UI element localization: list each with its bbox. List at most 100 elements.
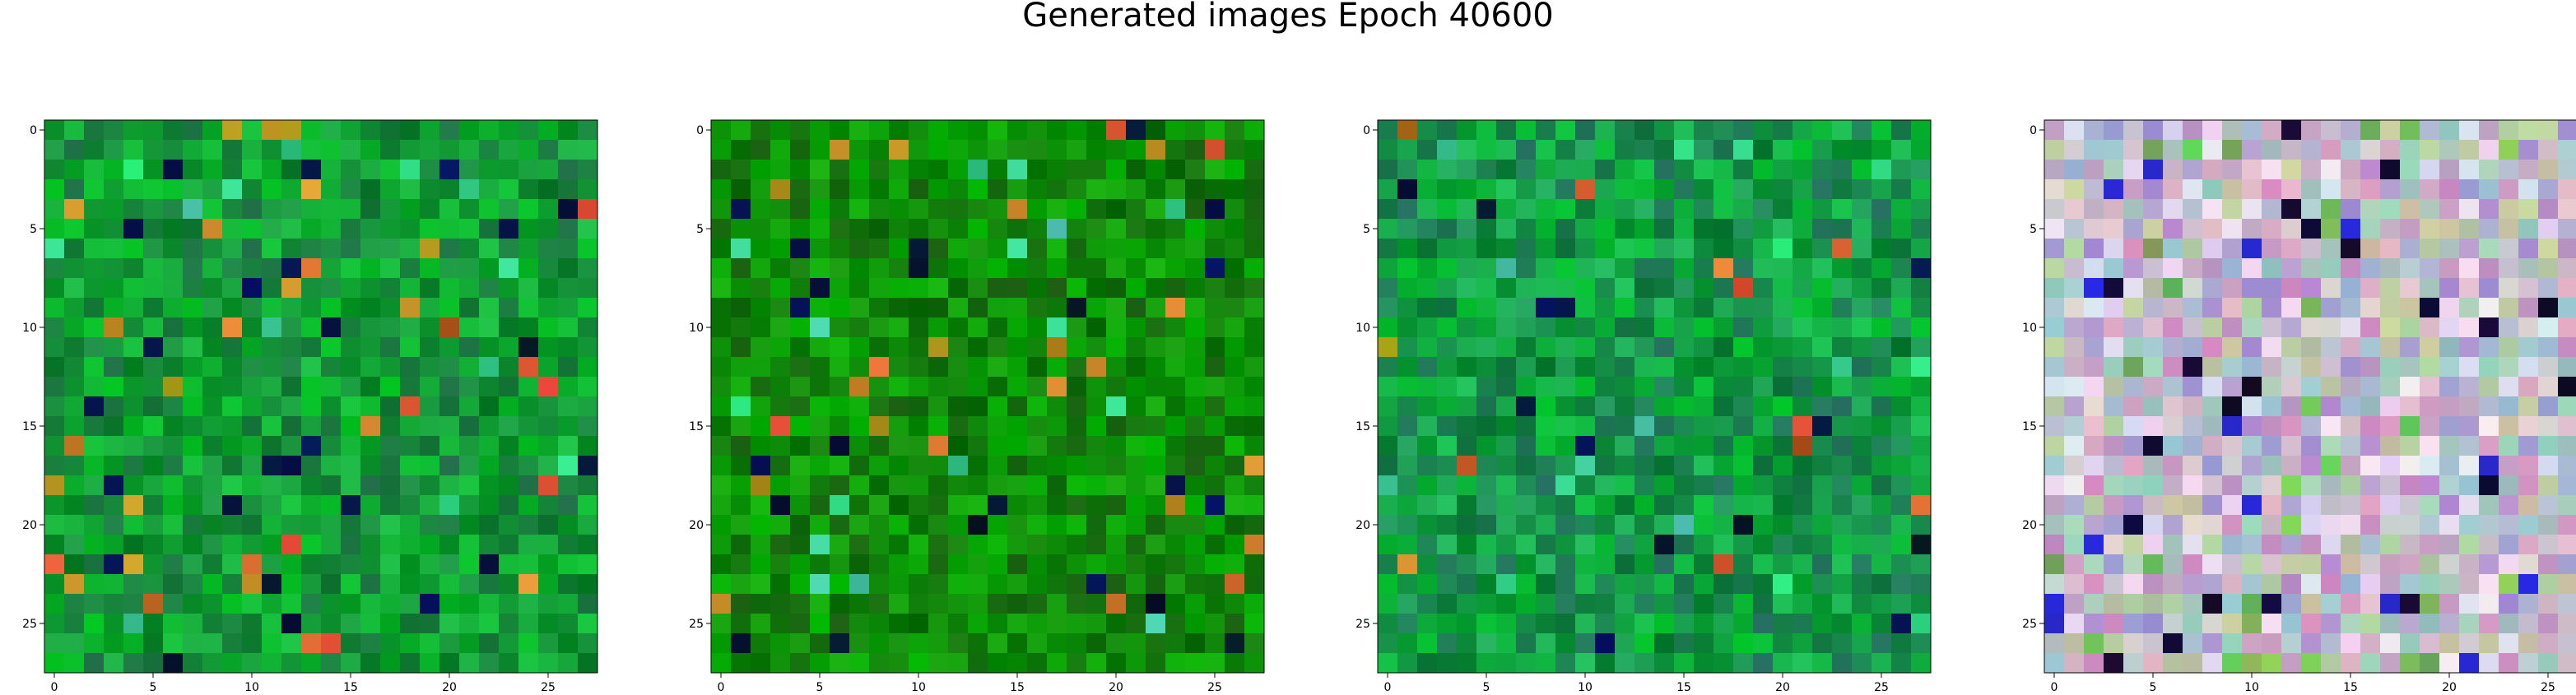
image-pixel (1225, 337, 1245, 358)
image-pixel (1793, 396, 1813, 417)
image-pixel (1146, 298, 1166, 318)
image-pixel (1773, 416, 1793, 437)
image-pixel (1733, 633, 1754, 654)
image-pixel (321, 239, 342, 259)
image-pixel (2459, 160, 2480, 180)
image-pixel (2064, 239, 2085, 259)
image-pixel (1852, 160, 1872, 180)
image-pixel (2360, 614, 2381, 634)
image-pixel (770, 160, 791, 180)
image-pixel (420, 436, 440, 456)
image-pixel (928, 377, 949, 397)
image-pixel (459, 436, 480, 456)
image-pixel (183, 199, 203, 220)
image-pixel (518, 416, 539, 437)
image-pixel (830, 574, 850, 595)
image-pixel (64, 179, 85, 200)
image-pixel (222, 554, 243, 575)
image-pixel (1457, 396, 1477, 417)
image-pixel (2380, 140, 2401, 160)
image-pixel (1126, 594, 1146, 614)
image-pixel (1832, 554, 1853, 575)
image-pixel (242, 396, 263, 417)
image-pixel (810, 179, 830, 200)
image-pixel (2538, 495, 2559, 516)
image-pixel (1713, 357, 1734, 378)
image-pixel (849, 357, 870, 378)
image-pixel (2420, 535, 2440, 555)
image-pixel (2301, 278, 2322, 299)
image-pixel (1496, 140, 1517, 160)
image-pixel (1555, 278, 1576, 299)
image-pixel (731, 614, 751, 634)
image-pixel (1047, 515, 1067, 535)
image-pixel (948, 199, 969, 220)
image-pixel (2183, 614, 2203, 634)
image-pixel (2104, 179, 2124, 200)
image-pixel (1773, 535, 1793, 555)
image-pixel (1812, 179, 1833, 200)
image-pixel (2479, 317, 2499, 338)
image-pixel (1126, 574, 1146, 595)
image-pixel (380, 515, 401, 535)
y-tick-label: 25 (22, 618, 37, 631)
image-pixel (2538, 436, 2559, 456)
image-pixel (1185, 258, 1206, 279)
image-pixel (2084, 258, 2104, 279)
image-pixel (889, 614, 909, 634)
image-pixel (1047, 120, 1067, 141)
image-pixel (1106, 337, 1127, 358)
image-pixel (202, 633, 223, 654)
image-pixel (2242, 554, 2262, 575)
image-pixel (751, 160, 771, 180)
image-pixel (790, 258, 811, 279)
image-pixel (2321, 475, 2341, 496)
image-pixel (2341, 554, 2361, 575)
image-pixel (1086, 258, 1107, 279)
image-pixel (360, 515, 381, 535)
image-pixel (2420, 377, 2440, 397)
image-pixel (849, 594, 870, 614)
image-pixel (2558, 633, 2576, 654)
image-pixel (2380, 160, 2401, 180)
image-pixel (2301, 179, 2322, 200)
image-pixel (2420, 278, 2440, 299)
image-pixel (711, 475, 732, 496)
image-pixel (2420, 633, 2440, 654)
image-pixel (928, 574, 949, 595)
image-pixel (2104, 653, 2124, 674)
image-pixel (538, 337, 559, 358)
image-pixel (1713, 515, 1734, 535)
image-pixels (1378, 120, 1932, 674)
image-pixel (538, 239, 559, 259)
image-pixel (2538, 396, 2559, 417)
image-pixel (810, 653, 830, 674)
image-pixel (2538, 278, 2559, 299)
image-pixel (380, 258, 401, 279)
image-pixel (380, 278, 401, 299)
image-pixel (1205, 633, 1225, 654)
image-pixel (2064, 396, 2085, 417)
image-pixel (2163, 258, 2183, 279)
image-pixel (479, 535, 500, 555)
image-pixel (1872, 199, 1892, 220)
image-pixel (2518, 574, 2539, 595)
image-pixel (1654, 594, 1675, 614)
image-pixel (64, 160, 85, 180)
image-pixel (2301, 614, 2322, 634)
image-pixel (2360, 337, 2381, 358)
image-pixel (2360, 377, 2381, 397)
image-pixel (1047, 219, 1067, 239)
image-pixel (183, 653, 203, 674)
image-pixel (2301, 396, 2322, 417)
image-pixel (830, 633, 850, 654)
image-pixel (400, 436, 421, 456)
image-pixel (1397, 219, 1418, 239)
image-pixel (1852, 475, 1872, 496)
image-pixel (1067, 377, 1087, 397)
image-pixel (1225, 594, 1245, 614)
image-pixel (1852, 436, 1872, 456)
image-pixel (2242, 416, 2262, 437)
image-pixel (1437, 416, 1458, 437)
image-pixel (1437, 653, 1458, 674)
